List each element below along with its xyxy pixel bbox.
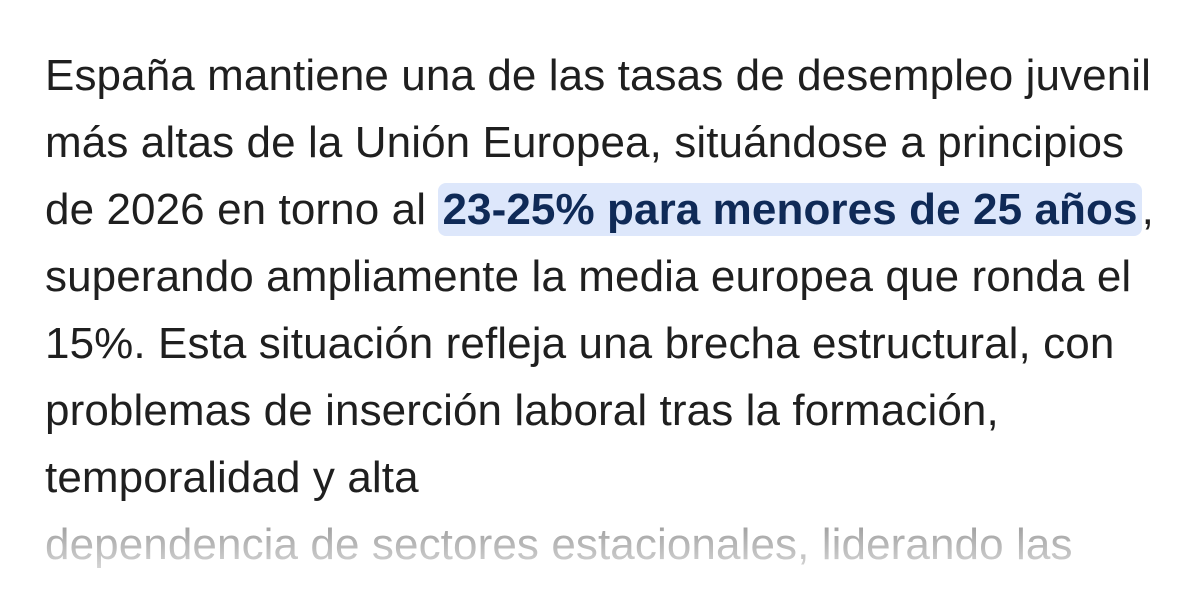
faded-continuation-text: dependencia de sectores estacionales, li…	[45, 520, 1073, 569]
highlighted-statistic[interactable]: 23-25% para menores de 25 años	[438, 183, 1142, 236]
response-paragraph: España mantiene una de las tasas de dese…	[45, 42, 1175, 578]
response-text-after: , superando ampliamente la media europea…	[45, 185, 1154, 502]
response-text-before: España mantiene una de las tasas de dese…	[45, 51, 1152, 234]
